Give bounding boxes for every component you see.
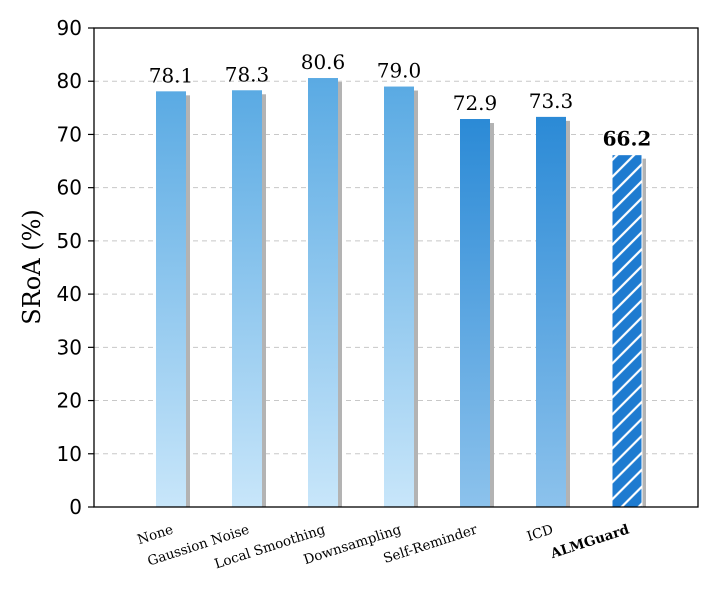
- y-tick-label: 70: [57, 122, 82, 146]
- bar-icd: [536, 116, 566, 508]
- y-tick-label: 10: [57, 442, 82, 466]
- y-tick-label: 40: [57, 282, 82, 306]
- bar-value-label: 72.9: [453, 91, 498, 115]
- y-tick-label: 20: [57, 389, 82, 413]
- data-labels: 78.1 78.3 80.6 79.0 72.9 73.3 66.2: [149, 50, 652, 151]
- bar-gaussion-noise: [232, 90, 262, 508]
- bar-none: [156, 91, 186, 507]
- bar-value-label: 79.0: [377, 59, 422, 83]
- bar-downsampling: [384, 86, 414, 508]
- bar-value-label: 66.2: [603, 127, 652, 151]
- plot-frame: [93, 27, 699, 508]
- y-axis-label: SRoA (%): [18, 209, 46, 324]
- x-tick-label: ICD: [525, 522, 555, 545]
- bars: [156, 78, 646, 508]
- bar-self-reminder: [460, 119, 490, 507]
- y-tick-label: 30: [57, 335, 82, 359]
- y-tick-label: 90: [57, 16, 82, 40]
- x-tick-label: ALMGuard: [548, 521, 632, 562]
- y-tick-label: 0: [69, 495, 82, 519]
- bar-value-label: 78.3: [225, 62, 270, 86]
- x-tick-label: None: [135, 522, 175, 549]
- bar-value-label: 78.1: [149, 63, 194, 87]
- y-tick-label: 60: [57, 176, 82, 200]
- bar-local-smoothing: [308, 78, 338, 507]
- y-axis-ticks: 0 10 20 30 40 50 60 70 80 90: [57, 16, 94, 519]
- bar-almguard: [611, 154, 643, 508]
- y-tick-label: 80: [57, 69, 82, 93]
- axes: [93, 27, 699, 508]
- y-tick-label: 50: [57, 229, 82, 253]
- bar-value-label: 73.3: [529, 89, 574, 113]
- bar-value-label: 80.6: [301, 50, 346, 74]
